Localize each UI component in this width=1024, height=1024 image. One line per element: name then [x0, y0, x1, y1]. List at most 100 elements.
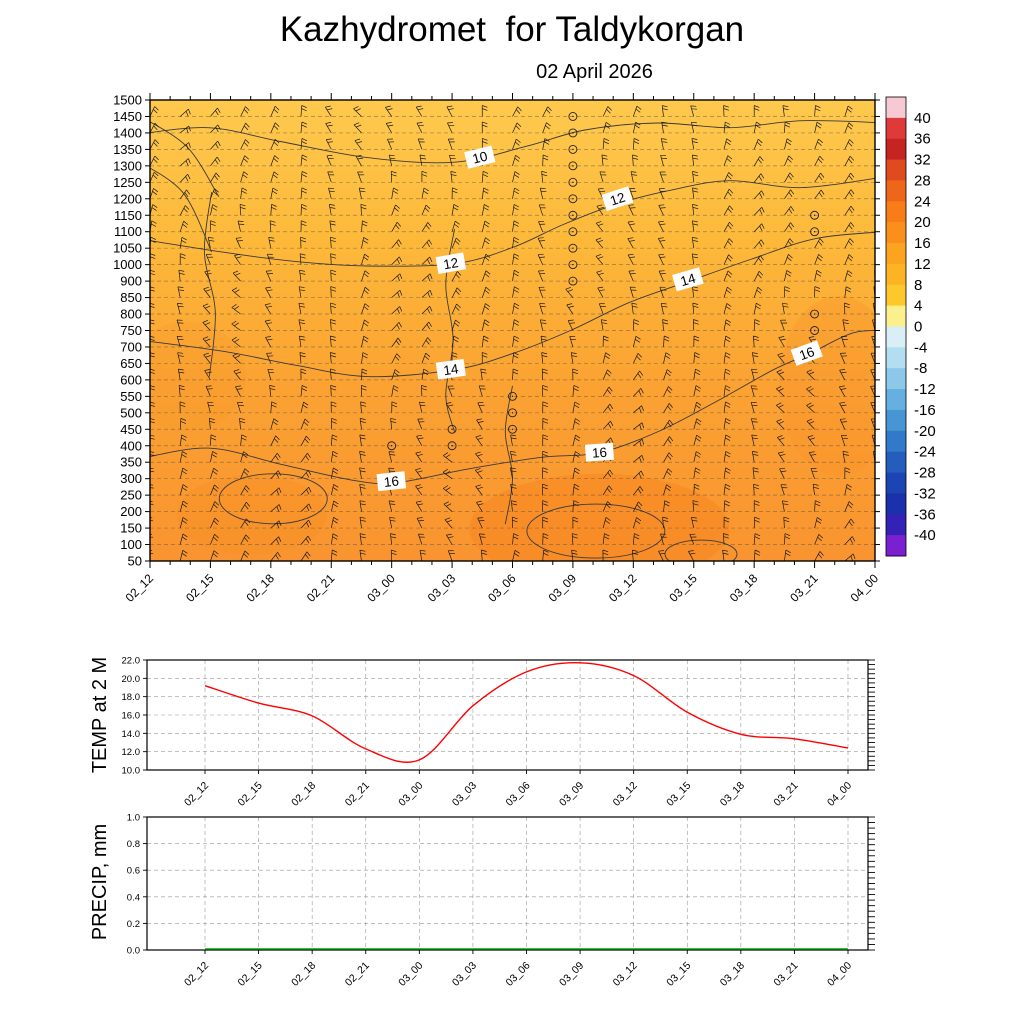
- colorbar-tick-label: 12: [914, 256, 931, 273]
- temp-2m-y-tick-label: 14.0: [122, 729, 141, 740]
- colorbar-tick-label: 8: [914, 277, 922, 294]
- level-tick-label: 1300: [113, 158, 142, 173]
- colorbar-tick-label: -36: [914, 506, 936, 523]
- temp-2m-y-tick-label: 16.0: [122, 711, 141, 722]
- time-tick-label: 02_21: [343, 780, 372, 809]
- level-tick-label: 550: [120, 389, 142, 404]
- svg-text:16: 16: [383, 473, 400, 489]
- svg-text:14: 14: [442, 361, 459, 378]
- colorbar-tick-label: 40: [914, 110, 931, 127]
- contour-labels: 10 12 12 14 14 16 16 16: [376, 145, 823, 492]
- time-tick-label: 02_18: [289, 780, 318, 809]
- level-tick-label: 1350: [113, 142, 142, 157]
- temp-2m-y-tick-label: 22.0: [122, 656, 141, 667]
- temp-2m-y-tick-label: 20.0: [122, 674, 141, 685]
- precip-y-tick-label: 0.0: [127, 946, 140, 957]
- main-axes-ticks: [145, 93, 880, 568]
- time-tick-label: 03_21: [771, 780, 800, 809]
- colorbar-tick-label: -20: [914, 423, 936, 440]
- time-tick-label: 02_18: [243, 571, 277, 605]
- colorbar-tick-label: 0: [914, 319, 922, 336]
- level-tick-label: 250: [120, 488, 142, 503]
- svg-text:16: 16: [591, 445, 607, 461]
- time-tick-label: 03_06: [503, 960, 532, 989]
- contour-label: 14: [435, 358, 466, 380]
- level-tick-label: 500: [120, 405, 142, 420]
- temp-2m-series-line: [204, 661, 849, 763]
- time-tick-label: 03_09: [546, 571, 580, 605]
- time-tick-label: 03_09: [557, 780, 586, 809]
- precip-gridlines: [147, 816, 868, 951]
- colorbar-tick-label: 16: [914, 235, 931, 252]
- time-tick-label: 03_00: [396, 780, 425, 809]
- temp-2m-gridlines: [147, 659, 868, 771]
- level-tick-label: 100: [120, 537, 142, 552]
- contour-label: 12: [601, 186, 634, 212]
- page-title: Kazhydromet for Taldykorgan: [279, 10, 745, 49]
- time-tick-label: 03_12: [611, 780, 640, 809]
- svg-text:14: 14: [679, 270, 698, 289]
- level-tick-label: 850: [120, 290, 142, 305]
- time-tick-label: 03_03: [450, 960, 479, 989]
- level-tick-label: 1450: [113, 109, 142, 124]
- time-tick-label: 04_00: [825, 780, 854, 809]
- time-tick-label: 03_12: [606, 571, 640, 605]
- level-tick-label: 1100: [114, 224, 142, 239]
- time-tick-label: 02_15: [236, 780, 265, 809]
- contour-label: 16: [376, 471, 407, 492]
- time-tick-label: 03_21: [771, 960, 800, 989]
- colorbar-tick-label: -12: [914, 381, 936, 398]
- time-tick-label: 04_00: [825, 960, 854, 989]
- calm-wind-markers: [387, 112, 820, 451]
- level-tick-label: 1500: [113, 93, 142, 108]
- level-tick-label: 1400: [113, 125, 142, 140]
- time-tick-label: 02_12: [182, 780, 211, 809]
- time-tick-label: 03_18: [727, 571, 761, 605]
- precip-panel: 1.0 0.8 0.6 0.4 0.2 0.0 02_12 02_15 02_18 02_21 03…: [127, 813, 875, 989]
- level-tick-label: 200: [120, 504, 142, 519]
- time-tick-label: 03_00: [396, 960, 425, 989]
- svg-text:12: 12: [442, 255, 459, 272]
- main-panel-layers: [150, 100, 875, 561]
- wind-barbs-layer: [150, 100, 875, 561]
- level-tick-label: 1050: [113, 241, 142, 256]
- level-tick-label: 600: [120, 372, 142, 387]
- time-tick-label: 03_12: [611, 960, 640, 989]
- colorbar-tick-label: -32: [914, 485, 936, 502]
- colorbar-tick-label: 28: [914, 172, 931, 189]
- time-tick-label: 03_00: [364, 571, 398, 605]
- time-tick-label: 03_15: [664, 960, 693, 989]
- time-tick-label: 03_21: [787, 571, 821, 605]
- contour-label: 10: [464, 145, 496, 169]
- time-tick-label: 03_03: [425, 571, 459, 605]
- svg-text:16: 16: [797, 344, 816, 363]
- colorbar-tick-label: 32: [914, 152, 931, 169]
- colorbar-tick-label: -28: [914, 465, 936, 482]
- time-tick-label: 04_00: [848, 571, 882, 605]
- colorbar-tick-label: -40: [914, 527, 936, 544]
- time-tick-label: 03_06: [503, 780, 532, 809]
- precip-y-tick-label: 0.2: [127, 919, 140, 930]
- level-tick-label: 400: [120, 438, 142, 453]
- contour-label: 16: [790, 340, 823, 366]
- time-tick-label: 02_12: [123, 571, 157, 605]
- precip-y-tick-label: 0.4: [127, 892, 140, 903]
- level-tick-label: 300: [120, 471, 142, 486]
- temp-2m-y-tick-label: 12.0: [122, 747, 141, 758]
- temp-2m-y-tick-label: 10.0: [122, 766, 141, 777]
- contour-label: 16: [584, 442, 615, 462]
- colorbar-tick-label: 24: [914, 193, 931, 210]
- time-tick-label: 02_15: [236, 960, 265, 989]
- colorbar-tick-label: 36: [914, 131, 931, 148]
- level-tick-label: 1200: [113, 191, 142, 206]
- level-tick-label: 1250: [113, 175, 142, 190]
- time-tick-label: 02_21: [304, 571, 338, 605]
- time-tick-label: 03_09: [557, 960, 586, 989]
- level-tick-label: 1000: [113, 257, 142, 272]
- contour-label: 14: [672, 267, 704, 292]
- precip-y-tick-label: 1.0: [127, 813, 140, 824]
- level-tick-label: 900: [120, 274, 142, 289]
- precip-y-tick-label: 0.6: [127, 866, 140, 877]
